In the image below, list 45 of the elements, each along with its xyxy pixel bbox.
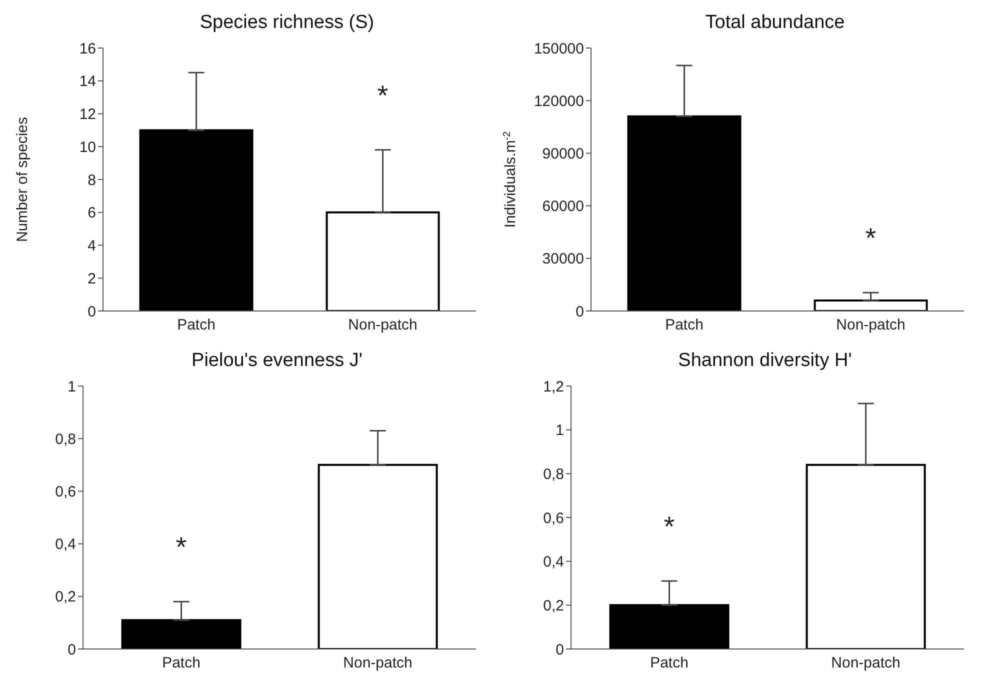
y-tick-label: 0,6	[55, 484, 76, 501]
x-tick-label: Non-patch	[343, 654, 412, 672]
y-tick-label: 16	[79, 40, 96, 58]
y-tick-label: 30000	[542, 250, 584, 268]
chart-title: Species richness (S)	[198, 11, 376, 35]
y-axis-title: Number of species	[14, 116, 31, 242]
y-tick-label: 0,4	[543, 554, 564, 571]
y-tick-label: 12	[79, 106, 96, 124]
y-tick-label: 0,8	[543, 466, 564, 483]
y-tick-label: 1	[556, 422, 564, 440]
y-tick-label: 0	[556, 641, 564, 658]
x-tick-label: Non-patch	[348, 316, 418, 334]
annotation: *	[176, 532, 187, 563]
x-tick-label: Non-patch	[836, 316, 906, 334]
annotation: *	[377, 80, 388, 111]
y-tick-label: 2	[88, 270, 96, 288]
y-tick-label: 1	[68, 378, 76, 396]
chart-title: Total abundance	[704, 11, 846, 35]
annotation: *	[664, 511, 675, 542]
y-tick-label: 0,6	[543, 510, 564, 527]
y-tick-label: 6	[88, 204, 96, 222]
x-tick-label: Patch	[650, 654, 688, 672]
y-tick-label: 4	[88, 238, 96, 255]
x-tick-label: Patch	[162, 654, 200, 672]
y-tick-label: 150000	[534, 40, 584, 58]
y-tick-label: 0	[68, 641, 76, 658]
y-tick-label: 0,4	[55, 536, 76, 554]
y-tick-label: 0	[88, 303, 96, 320]
y-tick-label: 0	[576, 303, 584, 320]
y-tick-label: 0,2	[543, 597, 564, 614]
chart-title: Pielou's evenness J'	[190, 349, 364, 373]
y-tick-label: 14	[79, 73, 96, 90]
y-tick-label: 1,2	[543, 378, 564, 396]
x-tick-label: Non-patch	[831, 654, 900, 672]
y-tick-label: 120000	[534, 92, 584, 110]
y-tick-label: 8	[88, 172, 96, 189]
y-tick-label: 90000	[542, 146, 584, 163]
y-tick-label: 0,2	[55, 588, 76, 606]
y-tick-label: 10	[79, 138, 96, 156]
x-tick-label: Patch	[665, 316, 704, 334]
y-tick-label: 0,8	[55, 430, 76, 448]
x-tick-label: Patch	[177, 316, 216, 334]
chart-title: Shannon diversity H'	[677, 349, 853, 373]
annotation: *	[865, 222, 876, 254]
y-tick-label: 60000	[542, 198, 584, 216]
